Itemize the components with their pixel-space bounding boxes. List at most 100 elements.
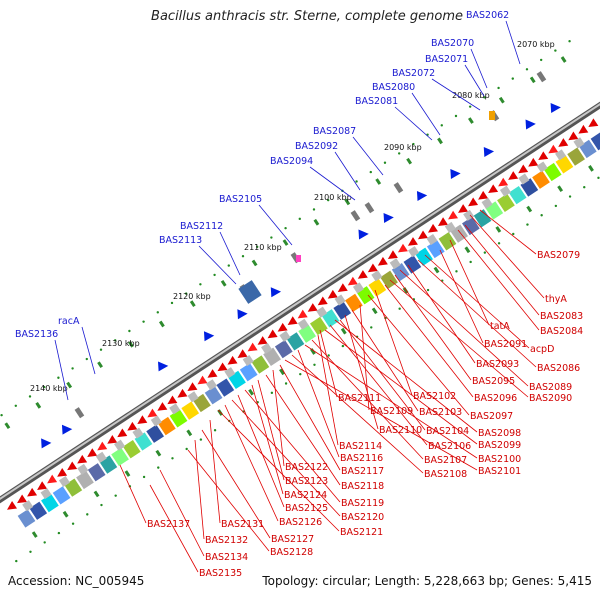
gene-grey-block	[95, 451, 107, 463]
label-leader-bottom	[384, 284, 474, 398]
gene-highlight-box	[238, 280, 262, 304]
gene-label-bottom: BAS2079	[537, 250, 580, 261]
gene-arrow-reverse	[550, 103, 561, 113]
gene-arrow-forward	[287, 316, 298, 325]
scale-dot	[568, 195, 572, 198]
scale-dot	[483, 251, 487, 254]
scale-dot	[270, 391, 274, 395]
gene-annotation-box	[345, 293, 363, 313]
gene-arrow-forward	[417, 230, 428, 240]
scale-dot	[583, 185, 586, 189]
scale-dot	[227, 264, 230, 267]
gene-label-bottom: BAS2123	[285, 476, 328, 487]
scale-dot	[170, 301, 174, 305]
scale-dot	[299, 372, 302, 376]
gene-label-bottom: BAS2107	[424, 455, 467, 466]
gene-arrow-forward	[387, 250, 398, 260]
label-leader-bottom	[217, 409, 340, 532]
gene-arrow-reverse	[525, 119, 536, 130]
gene-label-top: BAS2081	[355, 96, 398, 107]
scale-dot	[455, 270, 458, 273]
gene-arrow-reverse	[450, 168, 461, 179]
scale-dot	[57, 376, 60, 379]
scale-dot	[0, 413, 3, 417]
gene-label-bottom: thyA	[545, 294, 567, 305]
gene-label-bottom: BAS2114	[339, 441, 382, 452]
scale-dot	[199, 438, 203, 441]
gene-annotation-box	[590, 132, 600, 151]
gene-annotation-box	[52, 486, 71, 505]
gene-label-bottom: BAS2091	[484, 339, 527, 350]
gene-label-bottom: BAS2121	[340, 527, 383, 538]
gene-arrow-forward	[488, 184, 499, 194]
scale-dot	[539, 58, 543, 62]
gene-arrow-forward	[397, 243, 408, 253]
label-leader-bottom	[304, 344, 478, 459]
gene-label-bottom: BAS2098	[478, 428, 521, 439]
gene-arrow-forward	[157, 402, 168, 411]
gene-arrow-forward	[127, 421, 138, 431]
label-leader-bottom	[479, 209, 537, 255]
gene-arrow-forward	[177, 388, 188, 398]
label-leader-top	[219, 231, 241, 276]
gene-label-top: BAS2136	[15, 329, 58, 340]
gene-arrow-forward	[87, 448, 98, 457]
scale-dot	[369, 170, 372, 174]
label-leader-bottom	[374, 289, 413, 396]
gene-label-bottom: BAS2119	[341, 498, 384, 509]
gene-arrow-forward	[97, 441, 108, 451]
scale-dot	[255, 245, 259, 249]
scale-tick-mark	[93, 490, 100, 498]
gene-label-bottom: BAS2117	[341, 466, 384, 477]
scale-tick-mark	[468, 117, 474, 124]
gene-label-bottom: BAS2125	[285, 503, 328, 514]
gene-label-bottom: tatA	[490, 321, 510, 332]
gene-annotation-box	[567, 147, 585, 166]
label-leader-bottom	[149, 484, 199, 573]
label-leader-top	[470, 48, 488, 89]
gene-label-bottom: BAS2102	[413, 391, 456, 402]
gene-arrow-forward	[558, 138, 569, 147]
scale-tick-mark	[66, 381, 73, 389]
gene-arrow-forward	[67, 461, 78, 471]
gene-arrow-forward	[257, 336, 268, 345]
label-leader-bottom	[291, 354, 424, 474]
scale-tick-mark	[433, 266, 440, 274]
scale-dot	[42, 385, 46, 389]
label-leader-top	[352, 136, 384, 176]
gene-grey-block	[316, 306, 328, 318]
label-leader-bottom	[334, 319, 478, 433]
gene-label-bottom: BAS2122	[285, 462, 328, 473]
scale-dot	[554, 49, 557, 52]
label-leader-bottom	[394, 274, 472, 381]
scale-dot	[213, 429, 217, 432]
label-leader-bottom	[201, 429, 271, 539]
scale-dot	[512, 232, 515, 236]
scale-tick-mark	[344, 198, 351, 206]
gene-annotation-box	[415, 247, 433, 266]
scale-dot	[597, 176, 600, 180]
gene-arrow-forward	[237, 349, 248, 358]
gene-annotation-box	[532, 170, 550, 189]
label-leader-top	[334, 151, 361, 191]
gene-arrow-forward	[217, 362, 228, 372]
scale-dot	[114, 494, 117, 497]
scale-dot	[284, 382, 288, 385]
scale-tick-mark	[279, 368, 285, 376]
gene-grey-block	[114, 439, 126, 451]
gene-grey-block	[555, 149, 567, 161]
gene-arrow-reverse	[358, 229, 369, 240]
scale-dot	[43, 541, 46, 544]
label-leader-top	[54, 339, 69, 401]
scale-tick-mark	[35, 402, 42, 409]
accession-text: Accession: NC_005945	[8, 574, 145, 588]
gene-arrow-forward	[147, 408, 158, 418]
gene-annotation-box	[216, 378, 235, 397]
label-leader-bottom	[237, 394, 285, 508]
gene-arrow-forward	[267, 329, 278, 339]
gene-label-top: BAS2112	[180, 221, 223, 232]
gene-annotation-box	[333, 301, 352, 320]
label-leader-lines	[54, 20, 545, 573]
gene-label-bottom: BAS2109	[370, 406, 413, 417]
scale-dot	[412, 142, 415, 146]
